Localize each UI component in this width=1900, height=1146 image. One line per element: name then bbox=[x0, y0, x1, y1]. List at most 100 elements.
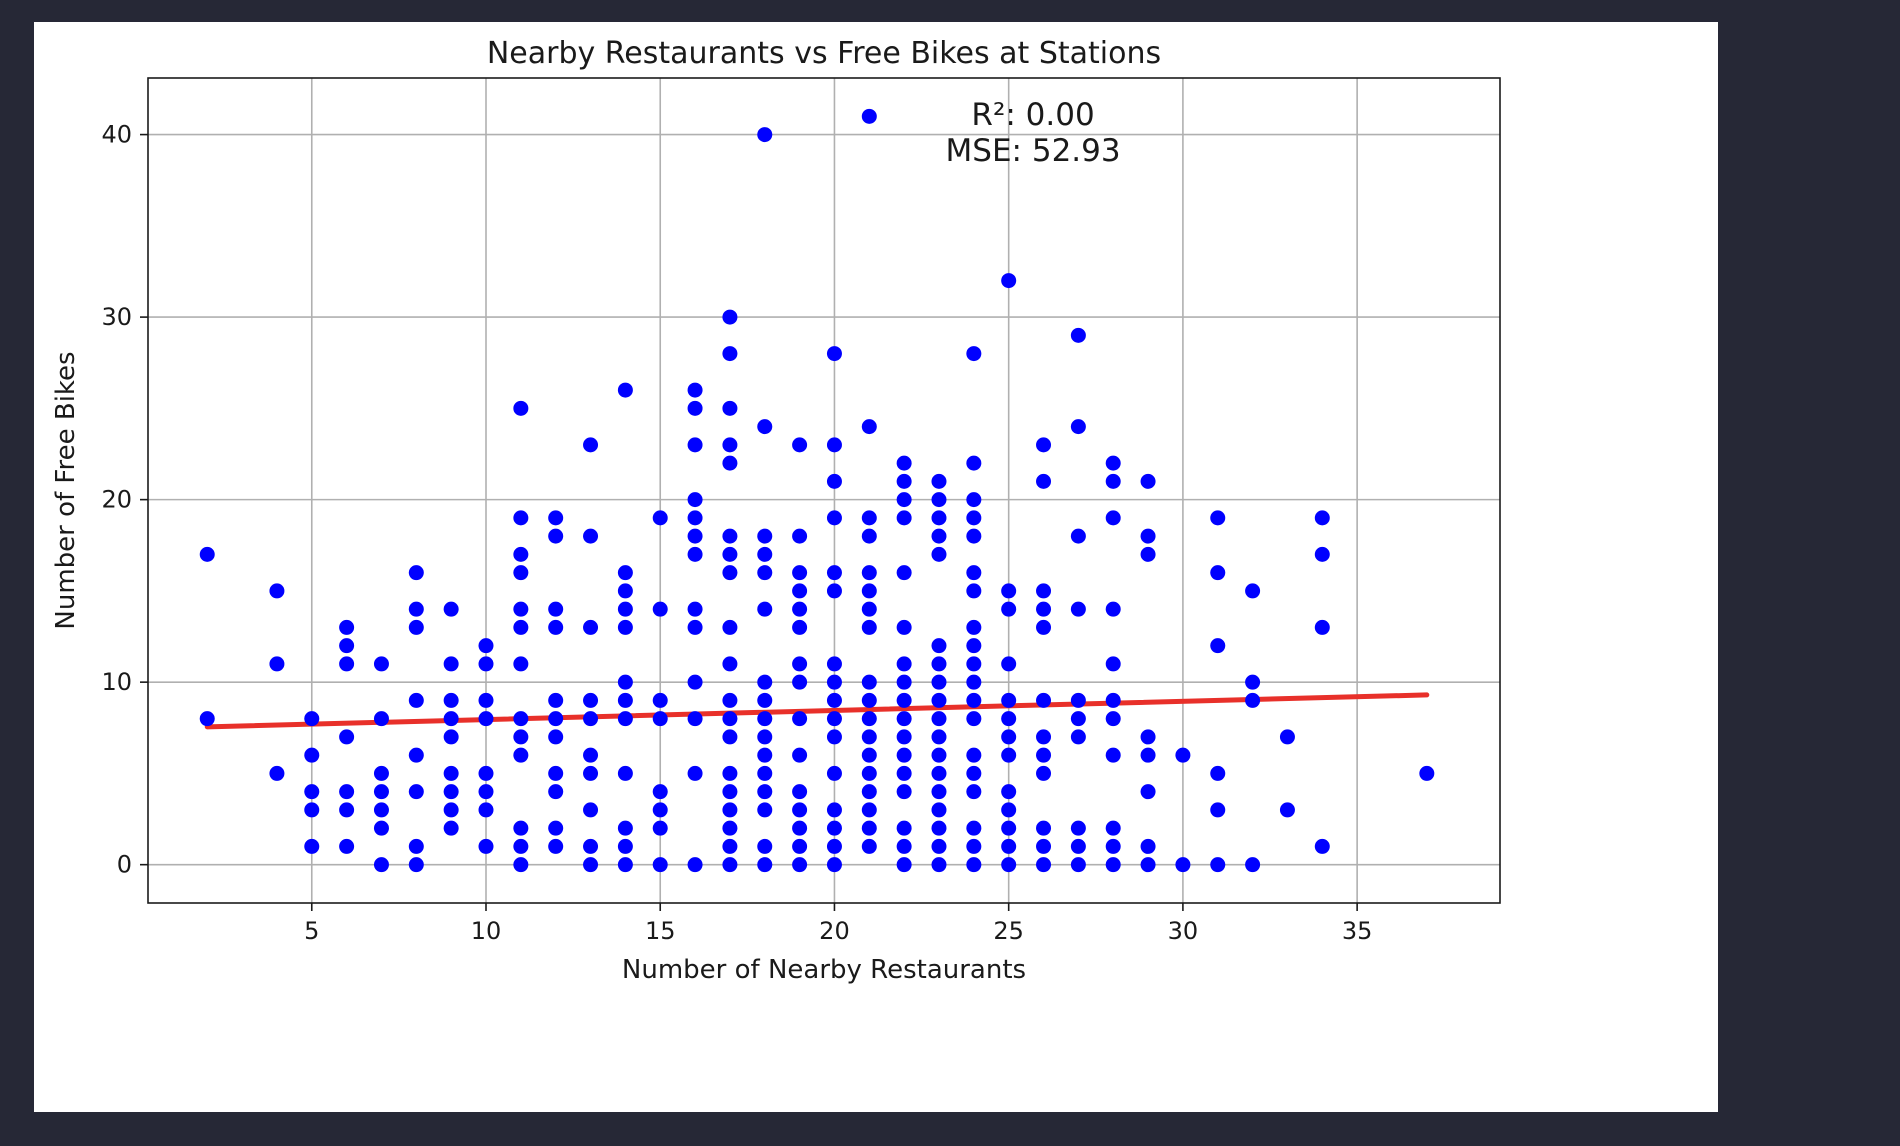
data-point bbox=[757, 747, 773, 763]
data-point bbox=[826, 857, 842, 873]
data-point bbox=[583, 528, 599, 544]
data-point bbox=[1036, 437, 1052, 453]
data-point bbox=[513, 857, 529, 873]
data-point bbox=[792, 747, 808, 763]
data-point bbox=[1036, 820, 1052, 836]
data-point bbox=[478, 784, 494, 800]
data-point bbox=[652, 692, 668, 708]
data-point bbox=[443, 692, 459, 708]
data-point bbox=[757, 729, 773, 745]
data-point bbox=[931, 492, 947, 508]
data-point bbox=[757, 692, 773, 708]
data-point bbox=[826, 765, 842, 781]
data-point bbox=[443, 802, 459, 818]
data-point bbox=[861, 419, 877, 435]
data-point bbox=[1001, 857, 1017, 873]
x-tick-label: 20 bbox=[819, 917, 850, 945]
data-point bbox=[826, 510, 842, 526]
data-point bbox=[896, 619, 912, 635]
data-point bbox=[757, 546, 773, 562]
data-point bbox=[687, 857, 703, 873]
data-point bbox=[408, 565, 424, 581]
data-point bbox=[1070, 820, 1086, 836]
x-tick-label: 10 bbox=[471, 917, 502, 945]
data-point bbox=[617, 601, 633, 617]
data-point bbox=[757, 802, 773, 818]
data-point bbox=[617, 382, 633, 398]
data-point bbox=[513, 656, 529, 672]
data-point bbox=[722, 400, 738, 416]
data-point bbox=[548, 510, 564, 526]
data-point bbox=[1036, 857, 1052, 873]
data-point bbox=[548, 692, 564, 708]
data-point bbox=[896, 492, 912, 508]
data-point bbox=[896, 711, 912, 727]
data-point bbox=[617, 838, 633, 854]
data-point bbox=[722, 546, 738, 562]
data-point bbox=[757, 765, 773, 781]
y-axis-label: Number of Free Bikes bbox=[51, 351, 81, 629]
data-point bbox=[966, 619, 982, 635]
data-point bbox=[1070, 528, 1086, 544]
data-point bbox=[548, 528, 564, 544]
data-point bbox=[1175, 857, 1191, 873]
data-point bbox=[826, 711, 842, 727]
data-point bbox=[931, 546, 947, 562]
data-point bbox=[896, 565, 912, 581]
data-point bbox=[826, 565, 842, 581]
data-point bbox=[687, 492, 703, 508]
data-point bbox=[304, 802, 320, 818]
data-point bbox=[339, 838, 355, 854]
data-point bbox=[617, 619, 633, 635]
data-point bbox=[1210, 765, 1226, 781]
data-point bbox=[757, 528, 773, 544]
data-point bbox=[1210, 802, 1226, 818]
data-point bbox=[1419, 765, 1435, 781]
data-point bbox=[687, 601, 703, 617]
data-point bbox=[1314, 838, 1330, 854]
data-point bbox=[513, 565, 529, 581]
data-point bbox=[513, 601, 529, 617]
data-point bbox=[408, 619, 424, 635]
data-point bbox=[931, 838, 947, 854]
data-point bbox=[1175, 747, 1191, 763]
data-point bbox=[896, 729, 912, 745]
data-point bbox=[373, 656, 389, 672]
data-point bbox=[443, 784, 459, 800]
data-point bbox=[826, 838, 842, 854]
data-point bbox=[931, 857, 947, 873]
data-point bbox=[1001, 838, 1017, 854]
data-point bbox=[583, 747, 599, 763]
data-point bbox=[1279, 729, 1295, 745]
data-point bbox=[513, 820, 529, 836]
data-point bbox=[792, 784, 808, 800]
data-point bbox=[269, 656, 285, 672]
data-point bbox=[861, 711, 877, 727]
data-point bbox=[1210, 857, 1226, 873]
x-tick-label: 30 bbox=[1168, 917, 1199, 945]
data-point bbox=[1210, 510, 1226, 526]
data-point bbox=[687, 510, 703, 526]
x-tick-label: 15 bbox=[645, 917, 676, 945]
r-squared-annotation: R²: 0.00 bbox=[971, 97, 1094, 133]
data-point bbox=[1001, 729, 1017, 745]
data-point bbox=[722, 784, 738, 800]
data-point bbox=[757, 127, 773, 143]
data-point bbox=[1036, 765, 1052, 781]
data-point bbox=[896, 510, 912, 526]
data-point bbox=[583, 802, 599, 818]
data-point bbox=[896, 838, 912, 854]
data-point bbox=[722, 838, 738, 854]
data-point bbox=[826, 802, 842, 818]
x-axis-label: Number of Nearby Restaurants bbox=[622, 955, 1026, 985]
scatter-chart: 5 10 15 20 25 30 35 0 10 20 30 40 Nearby Restaurant… bbox=[51, 36, 1501, 985]
data-point bbox=[1001, 273, 1017, 289]
data-point bbox=[1070, 327, 1086, 343]
data-point bbox=[1105, 711, 1121, 727]
data-point bbox=[861, 528, 877, 544]
data-point bbox=[1070, 838, 1086, 854]
data-point bbox=[1245, 583, 1261, 599]
data-point bbox=[199, 546, 215, 562]
data-point bbox=[1314, 510, 1330, 526]
data-point bbox=[339, 784, 355, 800]
